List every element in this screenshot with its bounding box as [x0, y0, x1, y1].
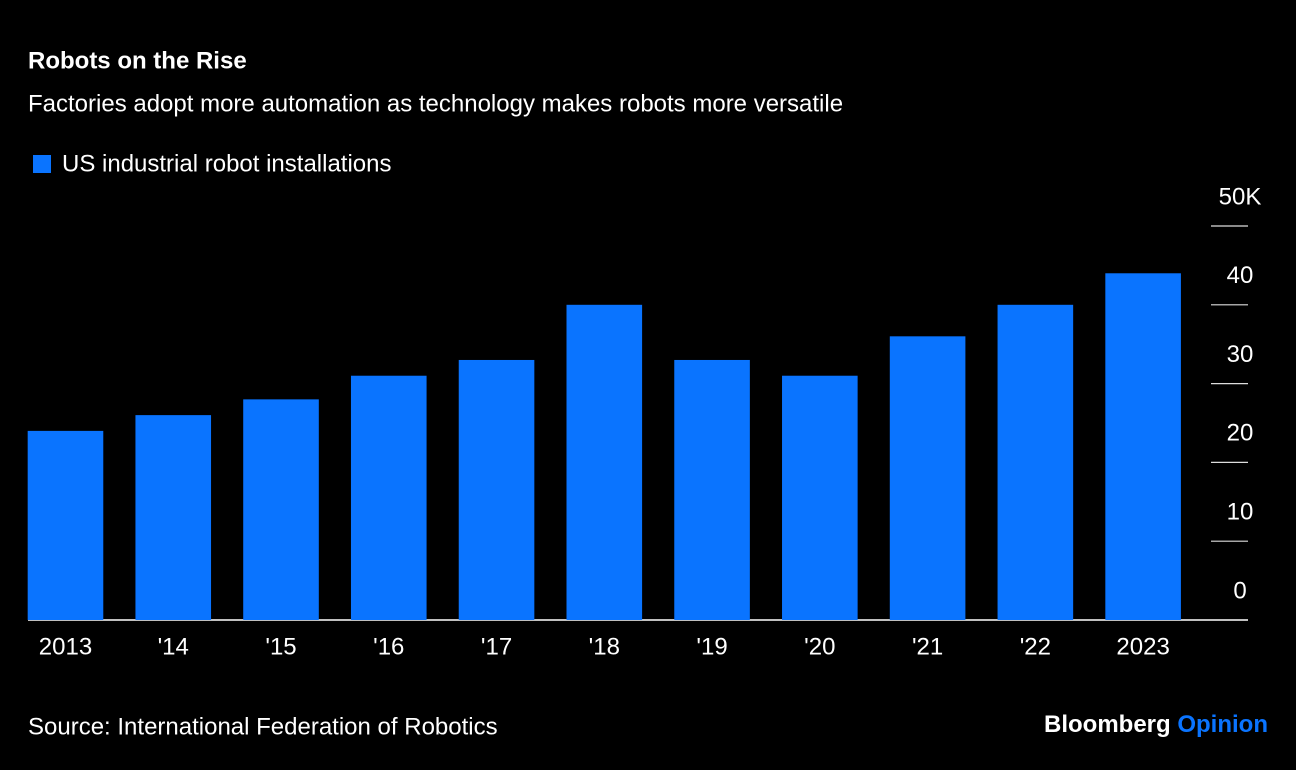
legend-label: US industrial robot installations [62, 150, 392, 177]
y-tick-label: 0 [1233, 577, 1246, 604]
x-tick-label: '17 [481, 633, 512, 660]
x-tick-label: 2023 [1116, 633, 1169, 660]
bar [889, 336, 966, 620]
x-tick-label: '15 [265, 633, 296, 660]
bar [674, 359, 750, 620]
bar [458, 359, 535, 620]
legend-swatch [33, 155, 51, 173]
bar [566, 304, 643, 620]
bar [243, 399, 319, 620]
y-tick-label: 50K [1219, 183, 1262, 210]
y-tick-label: 30 [1227, 341, 1254, 368]
x-tick-label: '20 [804, 633, 835, 660]
source: Source: International Federation of Robo… [28, 713, 498, 740]
x-tick-label: '22 [1020, 633, 1051, 660]
bar [997, 304, 1074, 620]
brand: Bloomberg Opinion [1044, 711, 1268, 738]
bar [782, 375, 858, 620]
bar [1105, 273, 1181, 620]
brand-name: Bloomberg [1044, 711, 1171, 738]
bar [135, 415, 212, 620]
brand-suffix: Opinion [1177, 711, 1268, 738]
y-tick-label: 40 [1227, 262, 1254, 289]
x-tick-label: '19 [696, 633, 727, 660]
chart-title: Robots on the Rise [28, 47, 247, 74]
x-tick-label: '21 [912, 633, 943, 660]
bar [350, 375, 427, 620]
x-tick-label: 2013 [39, 633, 92, 660]
y-tick-label: 10 [1227, 499, 1254, 526]
x-tick-label: '14 [158, 633, 189, 660]
y-tick-label: 20 [1227, 420, 1254, 447]
chart-subtitle: Factories adopt more automation as techn… [28, 90, 843, 117]
x-tick-label: '16 [373, 633, 404, 660]
x-tick-label: '18 [589, 633, 620, 660]
bar [27, 430, 104, 620]
